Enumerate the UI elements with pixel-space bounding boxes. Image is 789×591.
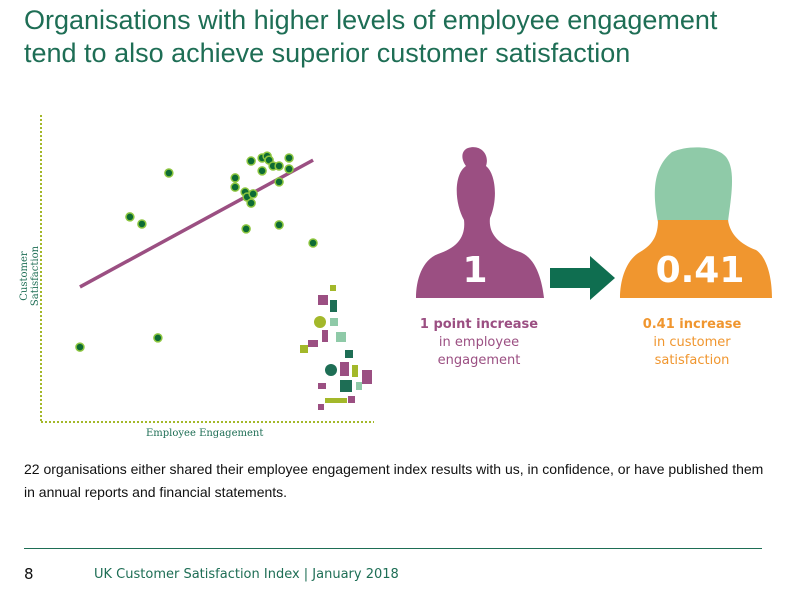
arrow-icon: [550, 256, 615, 300]
scatter-point: [153, 333, 163, 343]
scatter-point: [257, 166, 267, 176]
trend-line: [79, 158, 314, 289]
scatter-point: [230, 173, 240, 183]
scatter-point: [137, 219, 147, 229]
x-axis-label: Employee Engagement: [146, 428, 264, 439]
uk-map-icon-cluster: [300, 285, 372, 410]
engagement-caption: 1 point increase in employee engagement: [399, 316, 559, 370]
satisfaction-caption: 0.41 increase in customer satisfaction: [612, 316, 772, 370]
scatter-point: [241, 224, 251, 234]
scatter-point: [284, 164, 294, 174]
scatter-point: [284, 153, 294, 163]
scatter-point: [125, 212, 135, 222]
satisfaction-caption-bold: 0.41 increase: [642, 317, 742, 332]
engagement-caption-bold: 1 point increase: [419, 317, 539, 332]
satisfaction-caption-line: in customer: [653, 335, 731, 350]
scatter-point: [164, 168, 174, 178]
scatter-point: [274, 177, 284, 187]
woman-silhouette-icon: [416, 147, 544, 298]
footer-title: UK Customer Satisfaction Index | January…: [94, 567, 399, 582]
scatter-point: [246, 156, 256, 166]
scatter-point: [248, 189, 258, 199]
scatter-point: [230, 182, 240, 192]
page-title: Organisations with higher levels of empl…: [24, 5, 718, 68]
people-infographic: [416, 147, 772, 300]
satisfaction-value: 0.41: [655, 250, 745, 291]
scatter-point: [274, 161, 284, 171]
engagement-value: 1: [462, 250, 488, 291]
man-head-icon: [654, 147, 733, 222]
engagement-caption-line: engagement: [437, 353, 521, 368]
scatter-point: [274, 220, 284, 230]
engagement-caption-line: in employee: [438, 335, 520, 350]
footer-divider: [24, 548, 762, 549]
scatter-point: [246, 198, 256, 208]
satisfaction-caption-line: satisfaction: [654, 353, 730, 368]
scatter-point: [308, 238, 318, 248]
body-paragraph: 22 organisations either shared their emp…: [24, 461, 764, 500]
man-body-icon: [620, 220, 772, 298]
y-axis-label: Customer Satisfaction: [19, 245, 41, 307]
page-number: 8: [24, 565, 34, 583]
scatter-point: [75, 342, 85, 352]
scatter-chart: [40, 115, 374, 423]
